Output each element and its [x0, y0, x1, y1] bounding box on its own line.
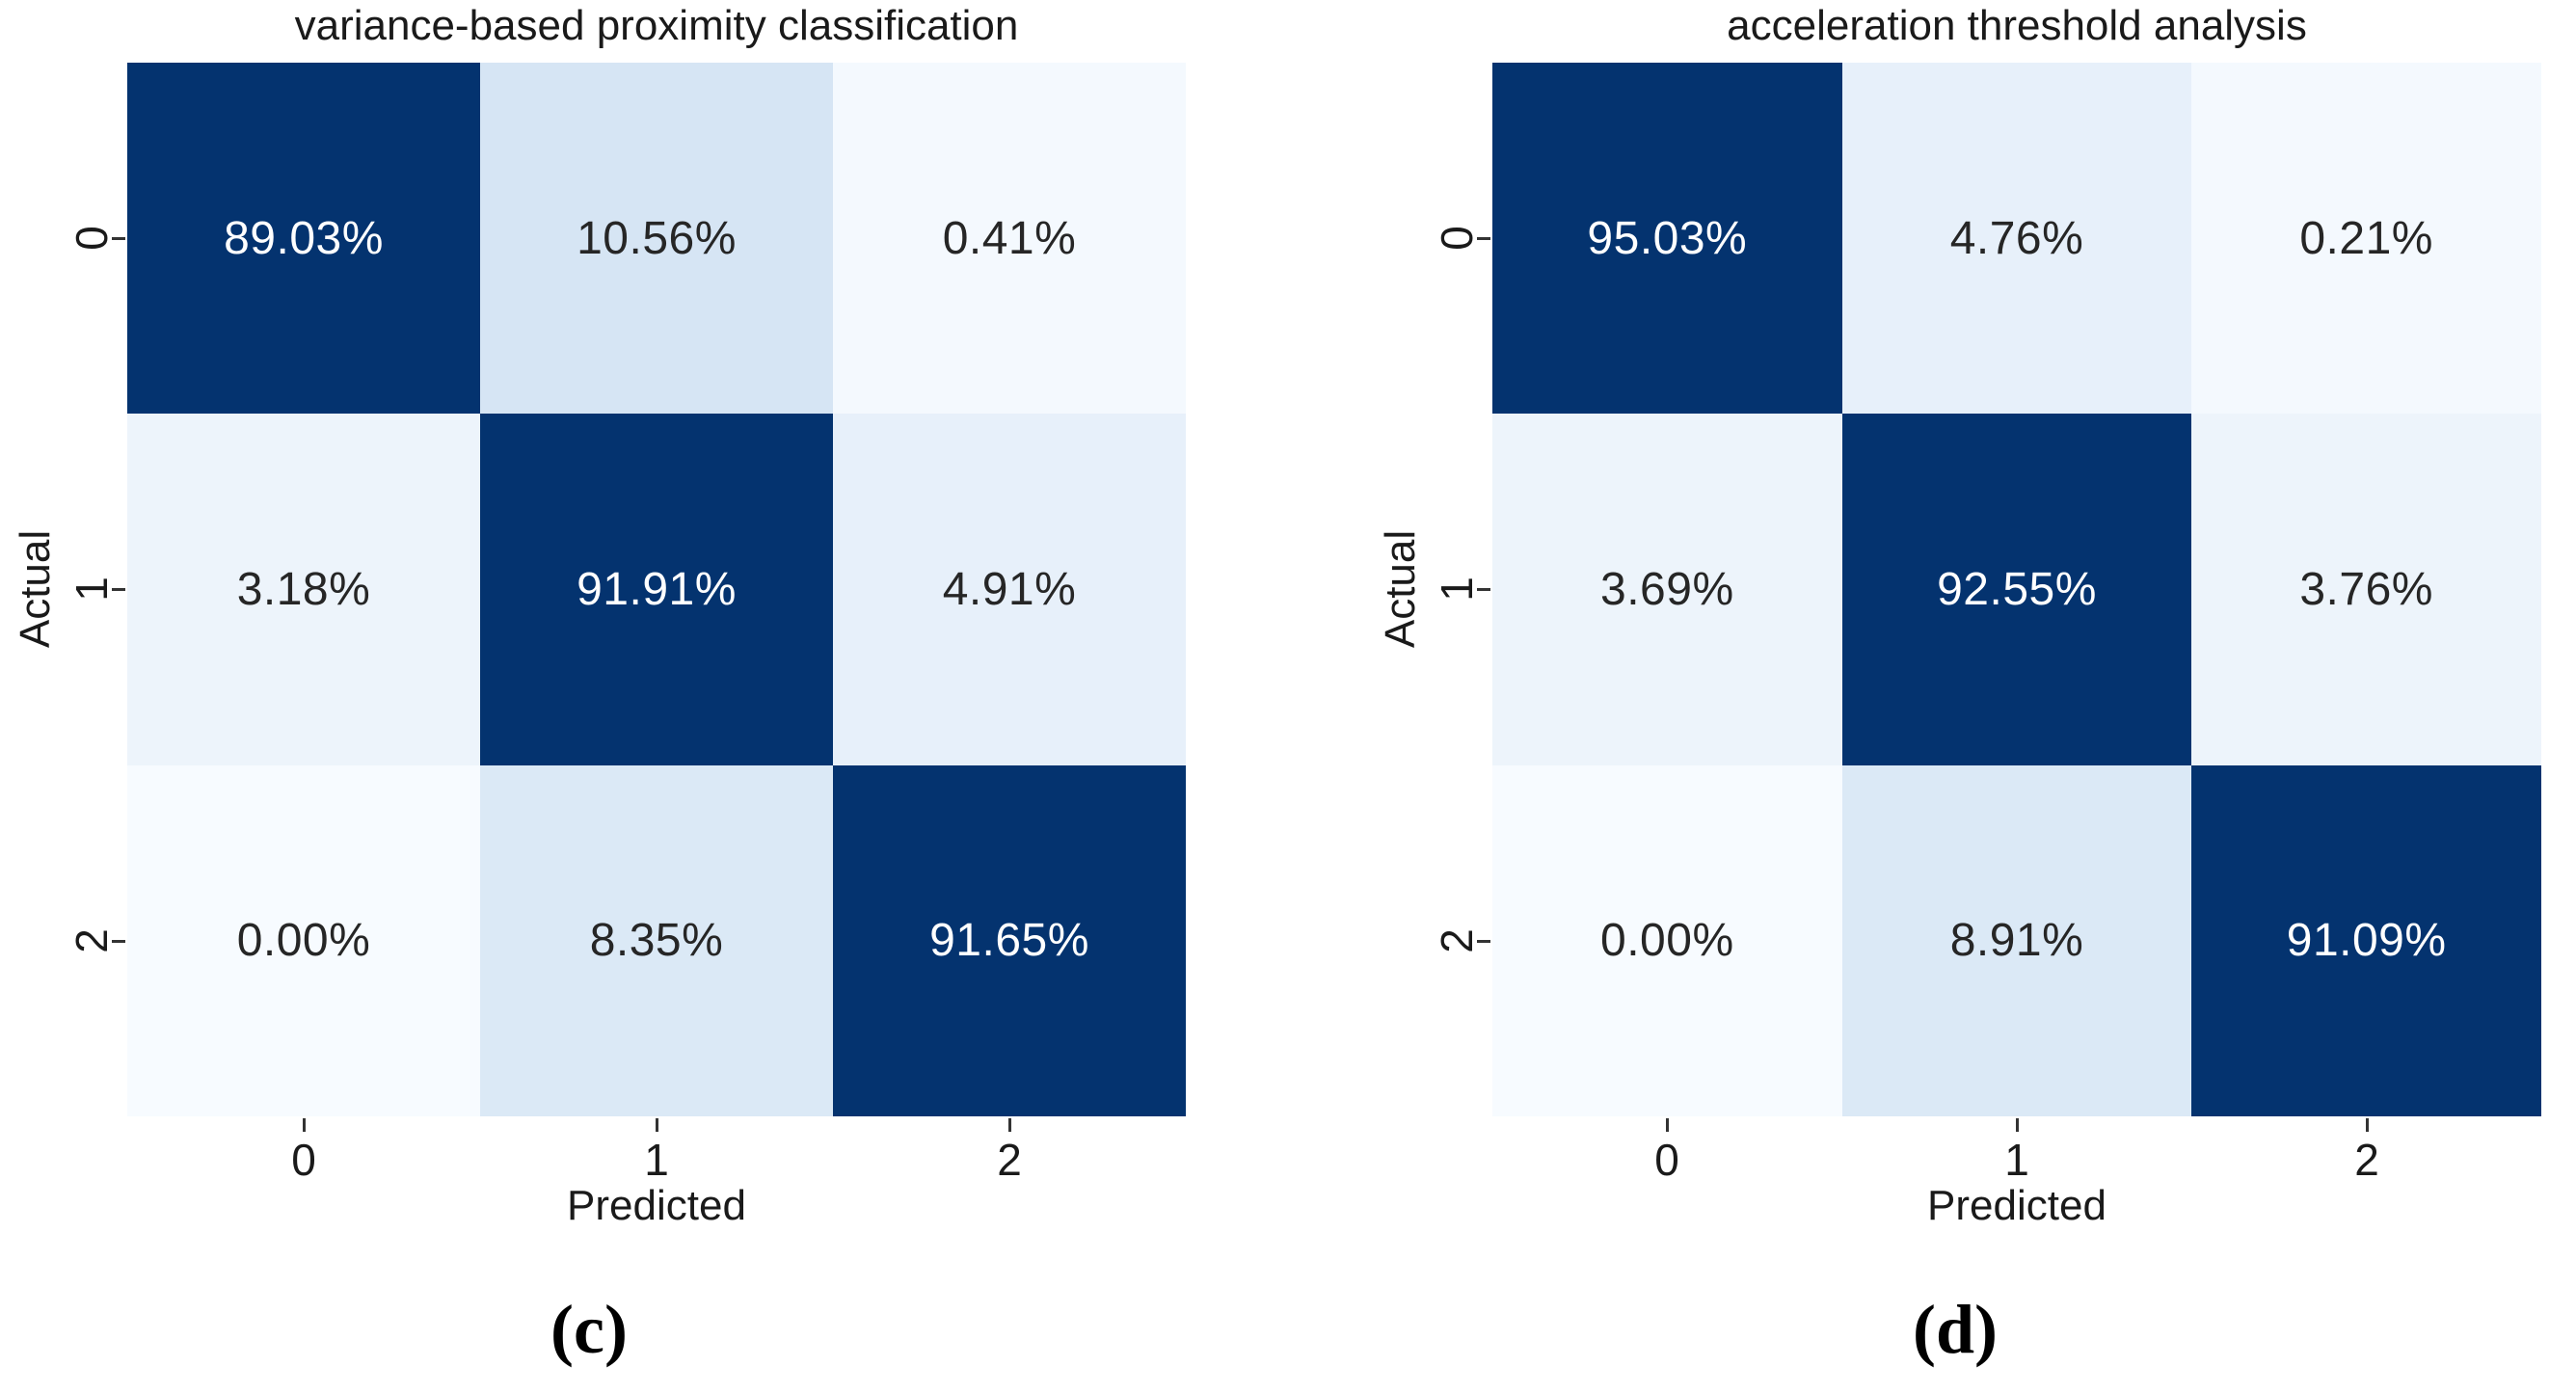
matrix-cell: 0.41% — [833, 63, 1186, 415]
panel-d-x-tick-1: 1 — [2004, 1135, 2029, 1185]
panel-c-y-tick-2: 2 — [67, 928, 117, 953]
tick-mark — [1477, 237, 1490, 240]
matrix-cell: 91.09% — [2191, 764, 2541, 1116]
panel-c-y-tick-1: 1 — [67, 576, 117, 602]
matrix-cell: 91.91% — [480, 414, 833, 765]
tick-mark — [2016, 1118, 2019, 1132]
tick-mark — [2366, 1118, 2369, 1132]
panel-d-y-tick-0: 0 — [1432, 226, 1482, 251]
panel-c-x-tick-0: 0 — [291, 1135, 316, 1185]
panel-c-y-tick-0: 0 — [67, 226, 117, 251]
tick-mark — [112, 588, 125, 591]
panel-c-caption: (c) — [550, 1291, 628, 1368]
tick-mark — [656, 1118, 658, 1132]
panel-d-x-axis-label: Predicted — [1927, 1182, 2106, 1229]
matrix-cell: 4.91% — [833, 414, 1186, 765]
panel-d-x-tick-0: 0 — [1654, 1135, 1679, 1185]
matrix-cell: 8.35% — [480, 764, 833, 1116]
tick-mark — [112, 237, 125, 240]
matrix-cell: 8.91% — [1841, 764, 2192, 1116]
matrix-cell: 3.69% — [1492, 414, 1842, 765]
tick-mark — [1477, 588, 1490, 591]
panel-c-y-axis-label: Actual — [12, 529, 59, 649]
matrix-cell: 0.21% — [2191, 63, 2541, 415]
matrix-cell: 92.55% — [1841, 414, 2192, 765]
tick-mark — [112, 940, 125, 943]
panel-c-x-tick-1: 1 — [644, 1135, 669, 1185]
matrix-cell: 0.00% — [127, 764, 480, 1116]
matrix-cell: 3.18% — [127, 414, 480, 765]
matrix-cell: 4.76% — [1841, 63, 2192, 415]
matrix-cell: 91.65% — [833, 764, 1186, 1116]
panel-d-y-tick-1: 1 — [1432, 576, 1482, 602]
matrix-cell: 89.03% — [127, 63, 480, 415]
panel-c-x-axis-label: Predicted — [567, 1182, 746, 1229]
panel-d-caption: (d) — [1913, 1291, 1998, 1368]
matrix-cell: 10.56% — [480, 63, 833, 415]
panel-d-title: acceleration threshold analysis — [1727, 2, 2307, 49]
matrix-cell: 95.03% — [1492, 63, 1842, 415]
tick-mark — [1008, 1118, 1011, 1132]
tick-mark — [303, 1118, 306, 1132]
panel-d-y-axis-label: Actual — [1377, 529, 1424, 649]
panel-c-x-tick-2: 2 — [997, 1135, 1022, 1185]
panel-d-x-tick-2: 2 — [2354, 1135, 2379, 1185]
panel-d-matrix: 95.03% 4.76% 0.21% 3.69% 92.55% 3.76% 0.… — [1492, 63, 2541, 1116]
panel-d-y-tick-2: 2 — [1432, 928, 1482, 953]
tick-mark — [1477, 940, 1490, 943]
panel-c-matrix: 89.03% 10.56% 0.41% 3.18% 91.91% 4.91% 0… — [127, 63, 1186, 1116]
panel-c-title: variance-based proximity classification — [294, 2, 1019, 49]
tick-mark — [1666, 1118, 1669, 1132]
matrix-cell: 0.00% — [1492, 764, 1842, 1116]
matrix-cell: 3.76% — [2191, 414, 2541, 765]
